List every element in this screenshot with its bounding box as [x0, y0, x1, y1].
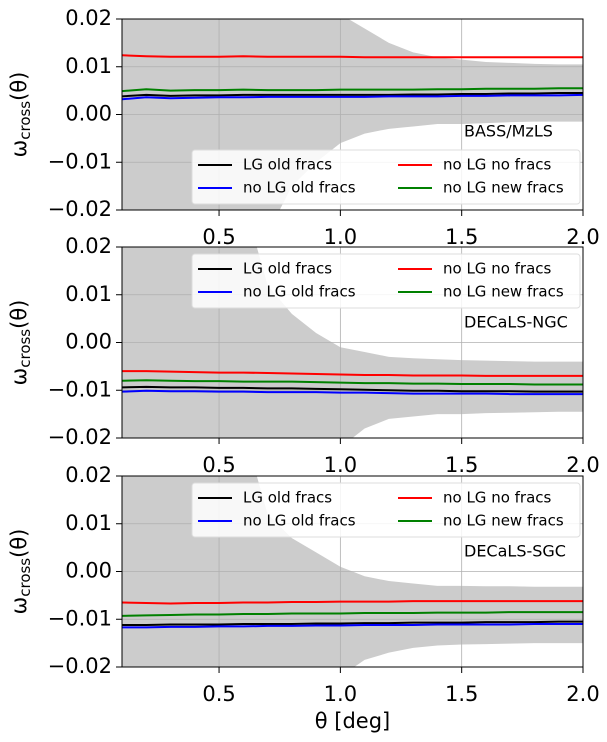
x-tick-label: 0.5	[202, 682, 235, 706]
x-tick-label: 0.5	[202, 453, 235, 477]
series-line	[122, 54, 583, 59]
y-label-subscript: cross	[16, 558, 34, 597]
legend-label: no LG new fracs	[443, 512, 564, 530]
annotation: BASS/MzLS	[464, 122, 553, 141]
annotation: DECaLS-NGC	[464, 313, 568, 332]
series-line	[122, 379, 583, 386]
y-tick-label: 0.02	[65, 463, 112, 487]
legend-label: LG old fracs	[243, 156, 332, 174]
y-label-subscript: cross	[16, 101, 34, 140]
y-tick-label: 0.02	[65, 234, 112, 258]
y-label-symbol: ω	[7, 368, 31, 386]
legend-label: no LG new fracs	[443, 179, 564, 197]
legend-label: no LG old fracs	[243, 283, 356, 301]
axes-frame	[121, 18, 584, 211]
y-label-symbol: ω	[7, 140, 31, 158]
y-label-symbol: ω	[7, 597, 31, 615]
x-tick-label: 2.0	[566, 225, 599, 249]
series-line	[122, 620, 583, 626]
legend-box	[191, 253, 581, 309]
x-tick-label: 1.5	[445, 682, 478, 706]
series-line	[122, 600, 583, 605]
series-line	[122, 611, 583, 617]
series-line	[122, 623, 583, 629]
legend-label: no LG old fracs	[243, 179, 356, 197]
y-tick-label: 0.01	[65, 282, 112, 306]
x-tick-label: 1.5	[445, 453, 478, 477]
y-tick-label: 0.00	[65, 559, 112, 583]
y-label-argument: (θ)	[7, 529, 31, 558]
x-tick-label: 1.5	[445, 225, 478, 249]
x-tick-label: 2.0	[566, 682, 599, 706]
y-label-subscript: cross	[16, 329, 34, 368]
series-line	[122, 385, 583, 393]
y-axis-label: ωcross(θ)	[7, 529, 34, 615]
x-tick-label: 1.0	[324, 453, 357, 477]
series-line	[122, 87, 583, 93]
x-tick-label: 2.0	[566, 453, 599, 477]
legend-label: no LG no fracs	[443, 489, 552, 507]
x-tick-label: 0.5	[202, 225, 235, 249]
series-line	[122, 93, 583, 101]
legend-box	[191, 149, 581, 205]
y-tick-label: 0.00	[65, 330, 112, 354]
series-line	[122, 389, 583, 396]
y-axis-label: ωcross(θ)	[7, 72, 34, 158]
legend-label: no LG new fracs	[443, 283, 564, 301]
legend-box	[191, 482, 581, 538]
y-tick-label: −0.01	[48, 377, 112, 401]
y-tick-label: −0.01	[48, 606, 112, 630]
legend-label: no LG old fracs	[243, 512, 356, 530]
axes-frame	[121, 246, 584, 439]
x-tick-label: 1.0	[324, 682, 357, 706]
legend-label: LG old fracs	[243, 489, 332, 507]
y-tick-label: −0.01	[48, 149, 112, 173]
y-tick-label: 0.00	[65, 102, 112, 126]
x-tick-label: 1.0	[324, 225, 357, 249]
series-line	[122, 370, 583, 377]
y-tick-label: −0.02	[48, 425, 112, 449]
legend-label: no LG no fracs	[443, 260, 552, 278]
y-tick-label: 0.01	[65, 54, 112, 78]
legend-label: LG old fracs	[243, 260, 332, 278]
y-axis-label: ωcross(θ)	[7, 300, 34, 386]
legend-label: no LG no fracs	[443, 156, 552, 174]
y-label-argument: (θ)	[7, 72, 31, 101]
y-label-argument: (θ)	[7, 300, 31, 329]
y-tick-label: 0.01	[65, 511, 112, 535]
y-tick-label: −0.02	[48, 197, 112, 221]
axes-frame	[121, 475, 584, 668]
x-axis-label: θ [deg]	[315, 709, 391, 733]
y-tick-label: −0.02	[48, 654, 112, 678]
y-tick-label: 0.02	[65, 6, 112, 30]
series-line	[122, 92, 583, 98]
annotation: DECaLS-SGC	[464, 542, 566, 561]
